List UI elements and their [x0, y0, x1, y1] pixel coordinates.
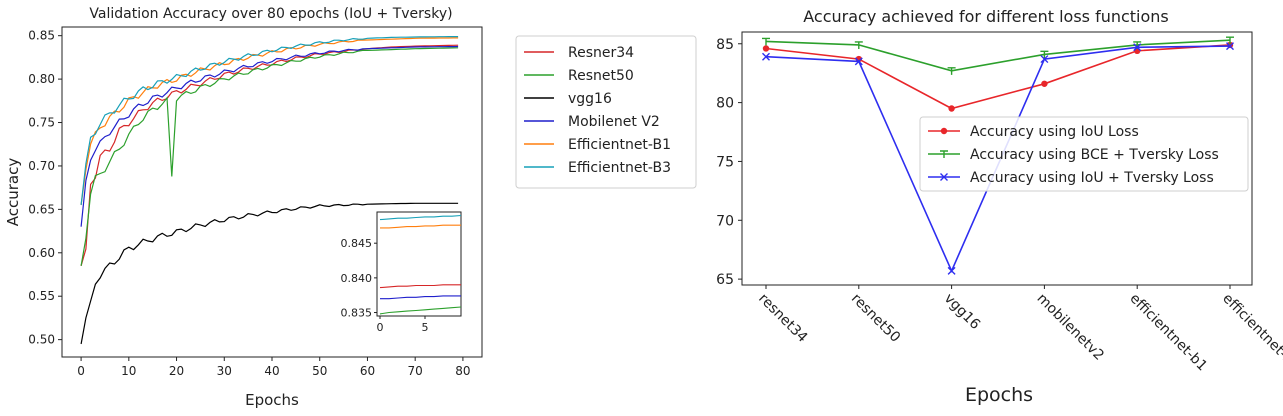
- right-x-tick-label: efficientnet-b3: [1219, 291, 1283, 375]
- left-x-tick-label: 0: [77, 364, 85, 378]
- right-y-tick-label: 85: [716, 37, 734, 53]
- left-title: Validation Accuracy over 80 epochs (IoU …: [89, 6, 452, 22]
- left-x-tick-label: 60: [360, 364, 375, 378]
- left-legend-label: vgg16: [568, 91, 612, 107]
- left-y-tick-label: 0.80: [28, 72, 55, 86]
- right-y-tick-label: 75: [716, 154, 734, 170]
- right-point-marker: [1133, 43, 1142, 52]
- left-legend-label: Mobilenet V2: [568, 114, 660, 130]
- right-point-marker: [1226, 42, 1234, 51]
- left-y-tick-label: 0.70: [28, 159, 55, 173]
- right-point-marker: [940, 173, 948, 181]
- left-legend-label: Efficientnet-B1: [568, 137, 671, 153]
- right-x-tick-label: vgg16: [941, 291, 983, 333]
- right-legend-box: [919, 116, 1249, 192]
- right-x-tick-label: efficientnet-b1: [1126, 291, 1210, 375]
- left-y-tick-label: 0.50: [28, 333, 55, 347]
- right-x-tick-label: resnet50: [848, 291, 903, 346]
- left-y-tick-label: 0.55: [28, 289, 55, 303]
- left-x-tick-label: 50: [312, 364, 327, 378]
- right-point-marker: [947, 67, 956, 75]
- left-legend-label: Efficientnet-B3: [568, 160, 671, 176]
- left-legend-label: Resnet50: [568, 68, 634, 84]
- right-point-marker: [1041, 80, 1048, 87]
- right-line-tri: [765, 39, 1231, 72]
- left-y-tick-label: 0.60: [28, 246, 55, 260]
- right-point-marker: [940, 150, 948, 158]
- right-point-marker: [947, 266, 956, 275]
- left-legend: Resner34 Resnet50 vgg16 Mobilenet V2 Efficie…: [515, 35, 697, 189]
- left-line-vgg16: [80, 202, 459, 345]
- right-point-marker: [940, 127, 948, 135]
- left-x-tick-label: 20: [169, 364, 184, 378]
- chart-left: Validation Accuracy over 80 epochs (IoU …: [4, 6, 697, 409]
- right-legend: Accuracy using IoU Loss Accuracy using BC…: [919, 116, 1249, 192]
- right-y-tick-label: 65: [716, 272, 734, 288]
- left-y-label: Accuracy: [4, 158, 22, 227]
- right-point-marker: [1226, 36, 1234, 45]
- left-legend-items: Resner34 Resnet50 vgg16 Mobilenet V2 Efficie…: [524, 45, 671, 176]
- right-legend-label: Accuracy using BCE + Tversky Loss: [970, 147, 1219, 163]
- right-point-marker: [854, 57, 863, 66]
- right-point-marker: [1040, 55, 1049, 64]
- left-legend-box: [515, 35, 697, 189]
- left-x-tick-label: 10: [121, 364, 136, 378]
- inset-y-tick-label: 0.835: [341, 307, 373, 320]
- inset-line-mobilenet-v2: [380, 295, 461, 300]
- left-line-efficientnet-b3: [80, 35, 459, 206]
- right-y-ticks: 65 70 75 80 85: [716, 37, 742, 288]
- left-y-tick-label: 0.85: [28, 29, 55, 43]
- left-legend-label: Resner34: [568, 45, 634, 61]
- right-title: Accuracy achieved for different loss fun…: [803, 7, 1169, 26]
- left-y-ticks: 0.50 0.55 0.60 0.65 0.70 0.75 0.80 0.85: [28, 29, 62, 347]
- left-x-tick-label: 80: [455, 364, 470, 378]
- right-line-dot: [765, 44, 1231, 110]
- chart-right: Accuracy achieved for different loss fun…: [716, 7, 1283, 406]
- inset-line-efficientnet-b3: [379, 214, 462, 221]
- left-line-resner34: [80, 44, 459, 266]
- left-x-ticks: 0 10 20 30 40 50 60 70 80: [77, 357, 471, 378]
- right-legend-label: Accuracy using IoU + Tversky Loss: [970, 170, 1214, 186]
- right-y-tick-label: 70: [716, 213, 734, 229]
- inset-line-resnet50: [379, 306, 462, 315]
- right-point-marker: [762, 37, 770, 46]
- inset-x-tick-label: 0: [377, 321, 384, 334]
- left-x-tick-label: 30: [217, 364, 232, 378]
- left-series-lines: [80, 35, 459, 345]
- right-plot-frame: [741, 31, 1253, 286]
- inset-line-efficientnet-b1: [380, 224, 461, 229]
- right-x-tick-label: mobilenetv2: [1034, 291, 1107, 364]
- left-y-tick-label: 0.65: [28, 202, 55, 216]
- left-line-efficientnet-b1: [80, 37, 459, 206]
- inset-series-lines: [379, 214, 462, 315]
- right-point-marker: [854, 41, 863, 49]
- inset-y-ticks: 0.835 0.840 0.845: [341, 237, 377, 320]
- right-point-marker: [762, 52, 770, 61]
- right-point-marker: [948, 105, 955, 112]
- left-y-tick-label: 0.75: [28, 116, 55, 130]
- left-x-label: Epochs: [245, 391, 299, 409]
- left-x-tick-label: 70: [408, 364, 423, 378]
- right-legend-label: Accuracy using IoU Loss: [970, 124, 1139, 140]
- inset-y-tick-label: 0.845: [341, 237, 373, 250]
- left-x-tick-label: 40: [264, 364, 279, 378]
- inset-line-resner34: [379, 284, 461, 289]
- right-x-label: Epochs: [965, 384, 1033, 406]
- right-point-marker: [762, 45, 770, 52]
- right-point-marker: [1040, 50, 1049, 59]
- right-x-tick-label: resnet34: [755, 291, 810, 346]
- left-line-mobilenet-v2: [80, 45, 459, 227]
- right-y-tick-label: 80: [716, 96, 734, 112]
- right-legend-items: Accuracy using IoU Loss Accuracy using BC…: [928, 124, 1219, 186]
- inset-y-tick-label: 0.840: [341, 272, 373, 285]
- left-line-resnet50: [80, 47, 459, 266]
- inset-x-tick-label: 5: [422, 321, 429, 334]
- right-x-ticks: resnet34 resnet50 vgg16 mobilenetv2 efficien…: [755, 285, 1283, 374]
